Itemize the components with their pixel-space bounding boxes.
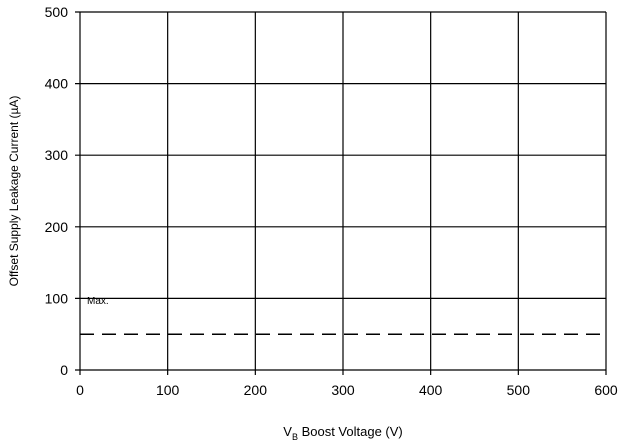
x-axis-label-main: V (283, 424, 292, 439)
y-tick-label: 400 (45, 76, 69, 92)
x-tick-label: 200 (244, 382, 268, 398)
x-tick-label: 0 (76, 382, 84, 398)
x-tick-label: 400 (419, 382, 443, 398)
x-axis-label-sub: B (292, 432, 298, 441)
y-tick-label: 0 (60, 362, 68, 378)
x-tick-label: 100 (156, 382, 180, 398)
y-tick-label: 100 (45, 290, 69, 306)
annotations: Max. (87, 296, 109, 307)
y-tick-label: 200 (45, 219, 69, 235)
y-tick-label: 500 (45, 4, 69, 20)
x-tick-label: 500 (507, 382, 531, 398)
x-tick-label: 600 (594, 382, 618, 398)
x-axis-label-rest: Boost Voltage (V) (298, 424, 403, 439)
y-axis-label: Offset Supply Leakage Current (µA) (7, 96, 21, 287)
annotation-label: Max. (87, 296, 109, 307)
x-tick-label: 300 (331, 382, 355, 398)
grid (75, 11, 607, 375)
x-axis-label: VB Boost Voltage (V) (283, 424, 402, 441)
tick-labels: 0 100 200 300 400 500 600 0 100 200 300 400 500 (45, 4, 618, 398)
y-tick-label: 300 (45, 147, 69, 163)
